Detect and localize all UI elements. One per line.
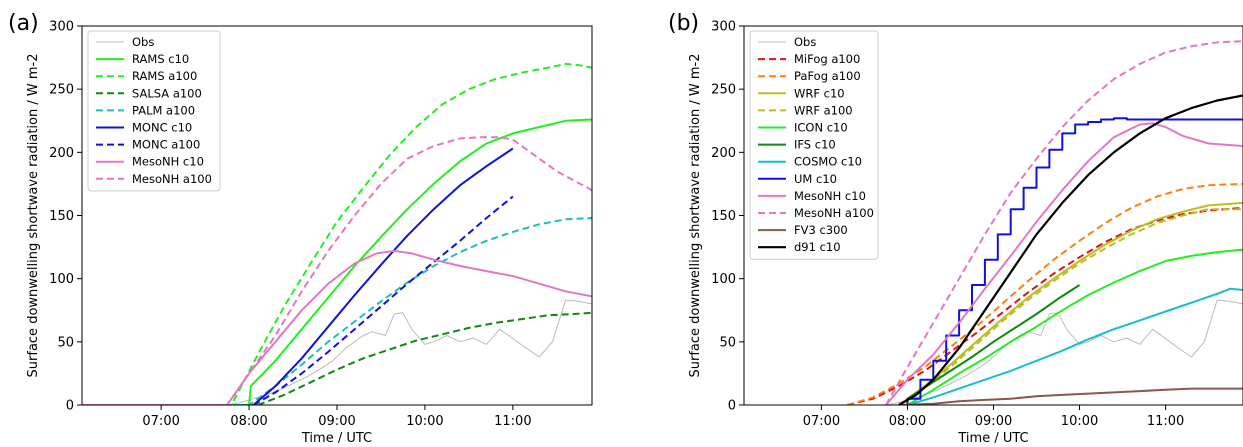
y-tick-label: 150 — [49, 209, 74, 224]
legend-label: MesoNH a100 — [132, 172, 212, 186]
legend-label: MONC a100 — [132, 138, 200, 152]
series-line-salsa-a100 — [82, 311, 592, 405]
x-axis-label: Time / UTC — [957, 431, 1028, 446]
series-lines — [744, 40, 1243, 405]
x-tick-label: 07:00 — [142, 414, 179, 429]
y-tick-label: 100 — [49, 272, 74, 287]
x-tick-label: 08:00 — [889, 414, 926, 429]
x-tick-label: 09:00 — [975, 414, 1012, 429]
series-line-obs — [82, 299, 592, 405]
series-line-mesonh-a100 — [885, 40, 1243, 405]
series-lines — [82, 62, 592, 405]
x-tick-label: 08:00 — [230, 414, 267, 429]
series-line-monc-a100 — [253, 195, 514, 405]
legend-label: RAMS a100 — [132, 69, 197, 83]
x-tick-label: 10:00 — [1061, 414, 1098, 429]
y-tick-label: 0 — [66, 399, 74, 414]
legend-label: PALM a100 — [132, 103, 195, 117]
series-line-pafog-a100 — [846, 182, 1243, 405]
legend-label: MesoNH c10 — [794, 189, 866, 203]
y-tick-label: 150 — [711, 209, 736, 224]
legend-box — [749, 30, 879, 260]
y-axis-label: Surface downwelling shortwave radiation … — [26, 54, 41, 378]
legend-label: Obs — [794, 35, 816, 49]
series-line-cosmo-c10 — [907, 287, 1243, 405]
series-line-wrf-a100 — [898, 208, 1243, 405]
legend-label: MesoNH a100 — [794, 206, 874, 220]
series-line-wrf-c10 — [898, 201, 1243, 405]
y-tick-label: 300 — [49, 20, 74, 35]
series-line-mesonh-c10 — [885, 122, 1243, 405]
panel-label: (b) — [668, 11, 699, 36]
legend-label: MiFog a100 — [794, 52, 860, 66]
y-tick-label: 300 — [711, 20, 736, 35]
legend-label: WRF c10 — [794, 86, 845, 100]
legend-label: MesoNH c10 — [132, 155, 204, 169]
chart-panel-b: 07:00 08:00 09:00 10:00 11:00 0 50 100 150 200 250… — [668, 11, 1243, 446]
series-line-icon-c10 — [906, 248, 1243, 405]
legend-label: IFS c10 — [794, 138, 836, 152]
x-tick-label: 07:00 — [803, 414, 840, 429]
legend-label: WRF a100 — [794, 103, 853, 117]
series-line-mesonh-a100 — [82, 136, 592, 405]
y-tick-label: 100 — [711, 272, 736, 287]
panel-label: (a) — [8, 11, 39, 36]
legend-label: COSMO c10 — [794, 155, 862, 169]
series-line-um-c10 — [898, 117, 1243, 405]
legend-label: RAMS c10 — [132, 52, 189, 66]
legend-label: FV3 c300 — [794, 223, 848, 237]
legend-label: Obs — [132, 35, 154, 49]
legend-label: PaFog a100 — [794, 69, 861, 83]
legend-label: ICON c10 — [794, 121, 848, 135]
legend-label: UM c10 — [794, 172, 837, 186]
x-tick-label: 09:00 — [318, 414, 355, 429]
series-line-mesonh-c10 — [82, 249, 592, 405]
legend-label: d91 c10 — [794, 240, 841, 254]
legend-label: SALSA a100 — [132, 86, 202, 100]
x-tick-label: 10:00 — [406, 414, 443, 429]
series-line-rams-a100 — [82, 62, 592, 405]
legend: Obs MiFog a100 PaFog a100 WRF c10 WRF a100 IC… — [749, 30, 879, 260]
series-line-monc-c10 — [252, 147, 514, 405]
series-line-rams-c10 — [82, 118, 592, 405]
y-tick-label: 200 — [49, 146, 74, 161]
y-tick-label: 50 — [57, 335, 74, 350]
y-tick-label: 250 — [711, 83, 736, 98]
y-tick-label: 50 — [719, 335, 736, 350]
legend-box — [87, 30, 221, 192]
series-line-d91-c10 — [898, 94, 1243, 405]
legend: Obs RAMS c10 RAMS a100 SALSA a100 PALM a100 M… — [87, 30, 221, 192]
chart-panel-a: 07:00 08:00 09:00 10:00 11:00 0 50 100 150 200 250… — [8, 11, 593, 446]
y-tick-label: 0 — [728, 399, 736, 414]
legend-label: MONC c10 — [132, 121, 192, 135]
series-line-mifog-a100 — [846, 206, 1243, 405]
y-tick-label: 200 — [711, 146, 736, 161]
y-tick-label: 250 — [49, 83, 74, 98]
x-tick-label: 11:00 — [1147, 414, 1184, 429]
series-line-fv3-c300 — [898, 387, 1243, 405]
series-line-palm-a100 — [82, 217, 592, 405]
y-axis-label: Surface downwelling shortwave radiation … — [688, 54, 703, 378]
series-line-ifs-c10 — [906, 284, 1081, 400]
x-axis-label: Time / UTC — [301, 431, 372, 446]
x-tick-label: 11:00 — [494, 414, 531, 429]
